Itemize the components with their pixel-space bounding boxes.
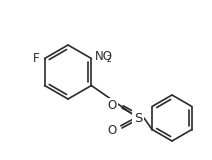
Text: O: O [108,99,117,112]
Text: NO: NO [94,50,112,63]
Text: S: S [134,112,142,124]
Text: F: F [33,52,40,65]
Text: 2: 2 [107,55,112,64]
Text: O: O [108,124,117,137]
